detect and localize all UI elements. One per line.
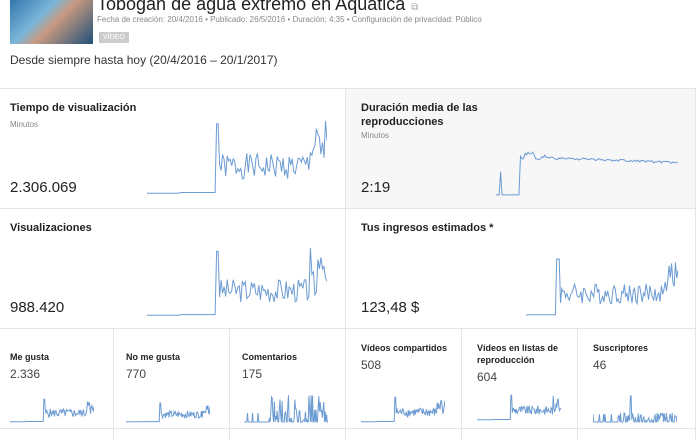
card-dislikes[interactable]: No me gusta 770 [114,328,230,440]
divider [0,428,696,429]
sparkline-path [477,394,561,421]
video-badge: VÍDEO [99,32,129,43]
card-watch-time[interactable]: Tiempo de visualización Minutos 2.306.06… [0,88,346,208]
video-thumbnail[interactable] [10,0,93,44]
shares-sparkline [361,396,445,423]
card-subscribers[interactable]: Suscriptores 46 [578,328,696,440]
avg-duration-sparkline [496,151,678,196]
card-playlists[interactable]: Vídeos en listas de reproducción 604 [462,328,578,440]
sparkline-path [147,247,327,316]
video-meta: Fecha de creación: 20/4/2016 • Publicado… [97,15,482,24]
playlists-sparkline [477,394,561,421]
views-sparkline [147,247,327,316]
card-views[interactable]: Visualizaciones 988.420 [0,208,346,328]
sparkline-path [126,402,210,423]
card-comments[interactable]: Comentarios 175 [230,328,346,440]
revenue-sparkline [526,258,678,316]
subscribers-sparkline [593,395,677,423]
card-avg-duration[interactable]: Duración media de las reproducciones Min… [346,88,696,208]
comments-sparkline [244,395,328,423]
sparkline-path [496,151,678,196]
likes-sparkline [10,398,94,423]
card-shares[interactable]: Vídeos compartidos 508 [346,328,462,440]
sparkline-path [244,395,328,423]
date-range[interactable]: Desde siempre hasta hoy (20/4/2016 – 20/… [10,53,278,67]
card-likes[interactable]: Me gusta 2.336 [0,328,114,440]
video-title[interactable]: Tobogán de agua extremo en Aquática ⧉ [97,0,419,14]
dislikes-sparkline [126,402,210,423]
sparkline-path [593,395,677,423]
sparkline-path [147,121,327,194]
card-revenue[interactable]: Tus ingresos estimados * 123,48 $ [346,208,696,328]
sparkline-path [10,398,94,423]
sparkline-path [361,396,445,423]
watch-time-sparkline [147,121,327,194]
external-link-icon[interactable]: ⧉ [411,2,419,13]
sparkline-path [526,258,678,316]
